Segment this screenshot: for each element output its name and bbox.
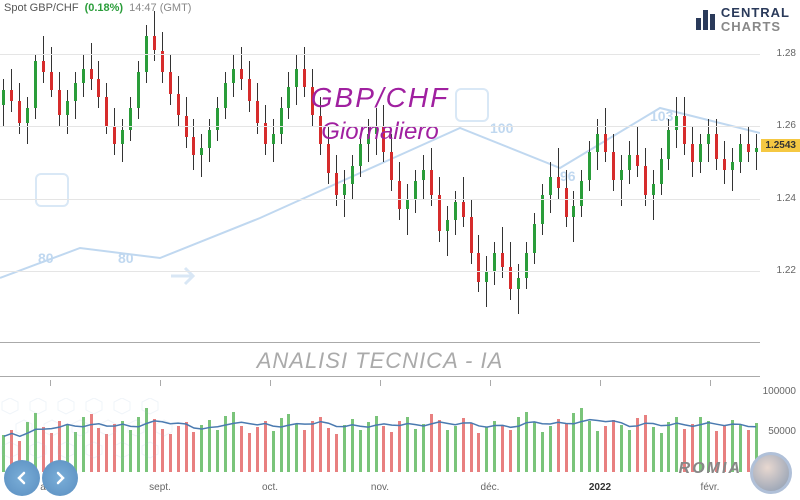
price-chart[interactable]: 808010096103: [0, 18, 760, 343]
hex-watermark: [0, 398, 180, 473]
price-tick: 1.26: [777, 120, 796, 131]
time-tick: févr.: [701, 482, 720, 493]
watermark-number: 80: [38, 250, 54, 266]
watermark-arrow-icon: [165, 256, 199, 290]
watermark-number: 96: [560, 168, 576, 184]
watermark-icon: [35, 173, 69, 207]
chart-subtitle: ANALISI TECNICA - IA: [0, 348, 760, 374]
watermark-number: 80: [118, 250, 134, 266]
time-tick: 2022: [589, 482, 611, 493]
price-axis: 1.22 1.24 1.26 1.28 1.2543: [760, 18, 800, 343]
assistant-avatar[interactable]: [750, 452, 792, 494]
current-price-badge: 1.2543: [761, 139, 800, 152]
romia-label: ROMIA: [679, 460, 742, 478]
chart-title-period: Giornaliero: [0, 118, 760, 146]
chart-title-pair: GBP/CHF: [0, 82, 760, 114]
volume-tick: 100000: [763, 386, 796, 397]
price-tick: 1.22: [777, 265, 796, 276]
time-tick: nov.: [371, 482, 389, 493]
timestamp: 14:47 (GMT): [129, 2, 191, 14]
volume-tick: 50000: [768, 426, 796, 437]
time-axis: aoûtsept.oct.nov.déc.2022févr.: [0, 482, 760, 498]
price-tick: 1.28: [777, 48, 796, 59]
price-tick: 1.24: [777, 193, 796, 204]
time-tick: sept.: [149, 482, 171, 493]
price-change: (0.18%): [85, 2, 124, 14]
time-tick: oct.: [262, 482, 278, 493]
chart-header: Spot GBP/CHF (0.18%) 14:47 (GMT): [4, 2, 191, 14]
time-tick: déc.: [481, 482, 500, 493]
instrument-name: Spot GBP/CHF: [4, 2, 79, 14]
